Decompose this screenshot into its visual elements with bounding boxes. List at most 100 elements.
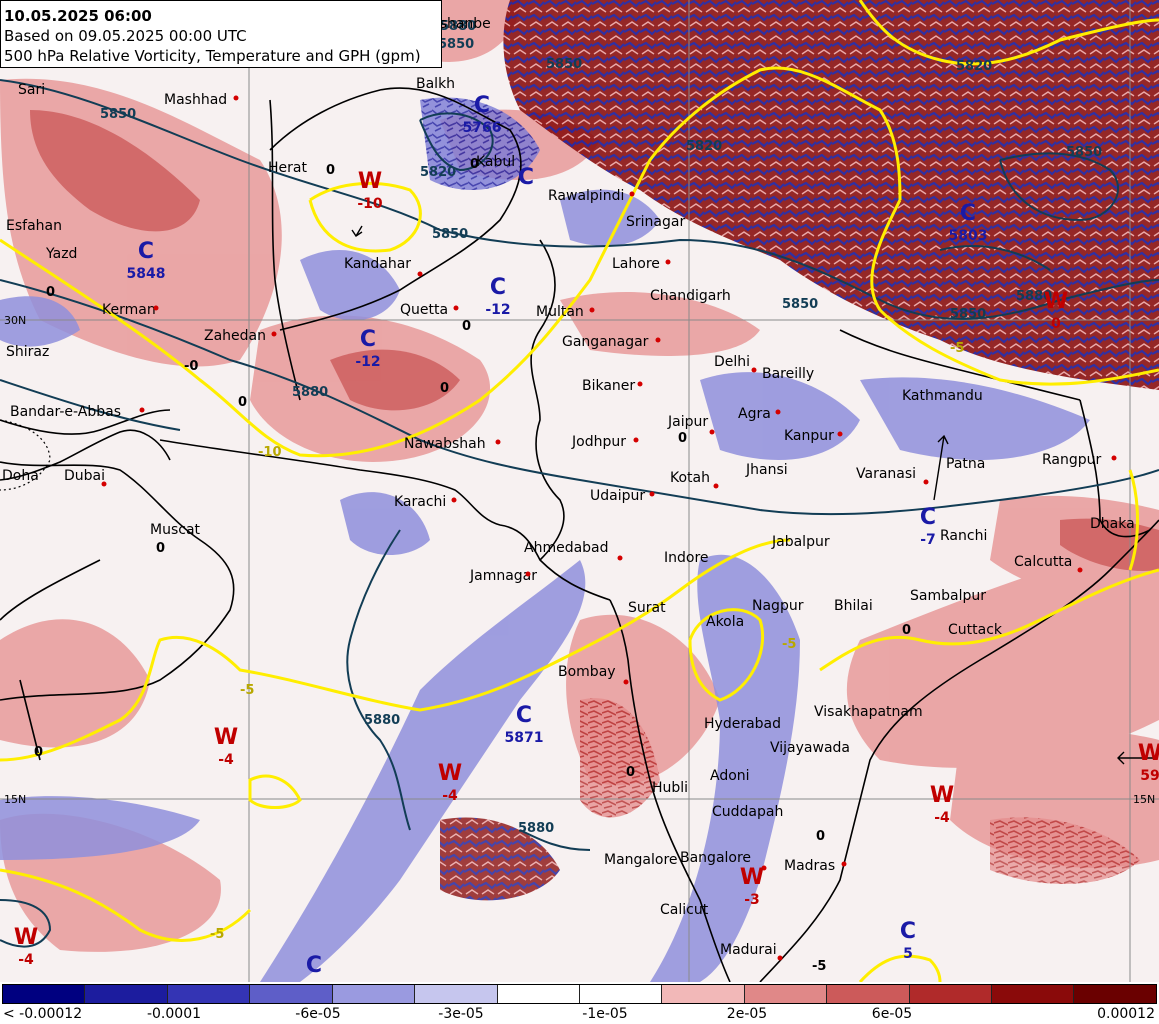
city-label: Mashhad (164, 92, 227, 108)
temp-label: 0 (46, 285, 55, 300)
grid-label: 15N (4, 793, 26, 806)
city-dot (629, 191, 635, 197)
wind-arrows (351, 225, 1154, 765)
temp-label: -0 (184, 359, 198, 374)
warm-center-marker: W (740, 865, 764, 890)
center-value: 5 (903, 946, 913, 962)
city-label: Nagpur (752, 598, 804, 614)
grid-label: 15N (1133, 793, 1155, 806)
legend-label: 2e-05 (726, 1006, 768, 1022)
city-label: Cuddapah (712, 804, 783, 820)
city-dot (233, 95, 239, 101)
legend-label: < -0.00012 (3, 1006, 83, 1022)
city-label: Jamnagar (469, 568, 537, 584)
center-value: -4 (442, 788, 458, 804)
valid-time: 10.05.2025 06:00 (4, 7, 152, 25)
city-label: Jabalpur (771, 534, 830, 550)
cold-center-marker: C (518, 165, 534, 190)
city-label: Calicut (660, 902, 709, 918)
city-dot (655, 337, 661, 343)
city-label: Visakhapatnam (814, 704, 923, 720)
city-label: Multan (536, 304, 584, 320)
city-label: Quetta (400, 302, 448, 318)
city-label: Patna (946, 456, 985, 472)
center-value: -4 (934, 810, 950, 826)
city-label: Delhi (714, 354, 750, 370)
city-label: Mangalore (604, 852, 678, 868)
temp-label: 0 (238, 395, 247, 410)
center-value: 5871 (505, 730, 544, 746)
legend-label: -3e-05 (438, 1006, 484, 1022)
legend-swatch (415, 985, 498, 1003)
gph-contours (0, 79, 1159, 948)
city-label: Nawabshah (404, 436, 486, 452)
vorticity-negative (0, 189, 1090, 982)
center-value: 5803 (949, 228, 988, 244)
cold-center-marker: C (960, 201, 976, 226)
contour-label: 5880 (1016, 289, 1052, 304)
city-label: Zahedan (204, 328, 266, 344)
contour-label: 5850 (438, 37, 474, 52)
temp-label: 0 (34, 745, 43, 760)
city-dot (617, 555, 623, 561)
center-value: -7 (920, 532, 936, 548)
city-label: Dubai (64, 468, 105, 484)
contour-label: 5850 (546, 57, 582, 72)
city-label: Doha (2, 468, 39, 484)
contour-label: 5850 (1066, 145, 1102, 160)
city-label: Cuttack (948, 622, 1003, 638)
contour-label: 5820 (686, 139, 722, 154)
city-dot (623, 679, 629, 685)
legend-swatch (579, 985, 663, 1003)
grid-labels: 30N 15N 15N (4, 314, 1155, 806)
city-dot (633, 437, 639, 443)
city-layer: DushanbeBalkhSariMashhadKabulHeratRawalp… (2, 16, 1135, 961)
warm-center-marker: W (1138, 741, 1159, 766)
city-dot (453, 305, 459, 311)
city-label: Jaipur (667, 414, 708, 430)
legend-swatch (827, 985, 910, 1003)
city-dot (775, 409, 781, 415)
city-label: Chandigarh (650, 288, 731, 304)
legend-label: -6e-05 (295, 1006, 341, 1022)
temp-label: 0 (816, 829, 825, 844)
legend-swatch (3, 985, 86, 1003)
pressure-center-layer: C 5766 W -10 C C 5848 C -12 C -12 C 5803 W 0 C -7 C 5871 W -… (14, 93, 1159, 978)
city-label: Karachi (394, 494, 446, 510)
map-title-box: 10.05.2025 06:00 Based on 09.05.2025 00:… (0, 0, 442, 68)
contour-label: 5880 (292, 385, 328, 400)
city-label: Indore (664, 550, 709, 566)
city-label: Shiraz (6, 344, 49, 360)
temp-label: 0 (678, 431, 687, 446)
city-label: Ahmedabad (524, 540, 609, 556)
contour-label: 5850 (950, 307, 986, 322)
city-label: Agra (738, 406, 771, 422)
contour-label: 5880 (518, 821, 554, 836)
gph-contour-labels: 5850 5850 5820 5850 5880 5880 5880 5850 … (100, 19, 1102, 836)
city-dot (139, 407, 145, 413)
cold-center-marker: C (900, 919, 916, 944)
center-value: -10 (357, 196, 383, 212)
cold-center-marker: C (490, 275, 506, 300)
city-label: Kerman (102, 302, 156, 318)
legend-color-bar (2, 984, 1157, 1004)
city-dot (713, 483, 719, 489)
temp-label: -5 (812, 959, 826, 974)
temp-label: -5 (950, 341, 964, 356)
city-dot (709, 429, 715, 435)
vorticity-strong-positive (30, 110, 1159, 571)
legend-swatch (167, 985, 251, 1003)
warm-center-marker: W (14, 925, 38, 950)
city-dot (417, 271, 423, 277)
map-canvas: 30N 15N 15N 5850 5850 5820 5850 5880 588… (0, 0, 1159, 982)
legend-label: 0.00012 (1097, 1006, 1155, 1022)
center-value: -12 (355, 354, 380, 370)
city-label: Sambalpur (910, 588, 986, 604)
legend-label: -1e-05 (582, 1006, 628, 1022)
legend-swatch (497, 985, 580, 1003)
city-dot (841, 861, 847, 867)
city-dot (451, 497, 457, 503)
cold-center-marker: C (920, 505, 936, 530)
city-label: Ranchi (940, 528, 987, 544)
temp-label: 0 (462, 319, 471, 334)
